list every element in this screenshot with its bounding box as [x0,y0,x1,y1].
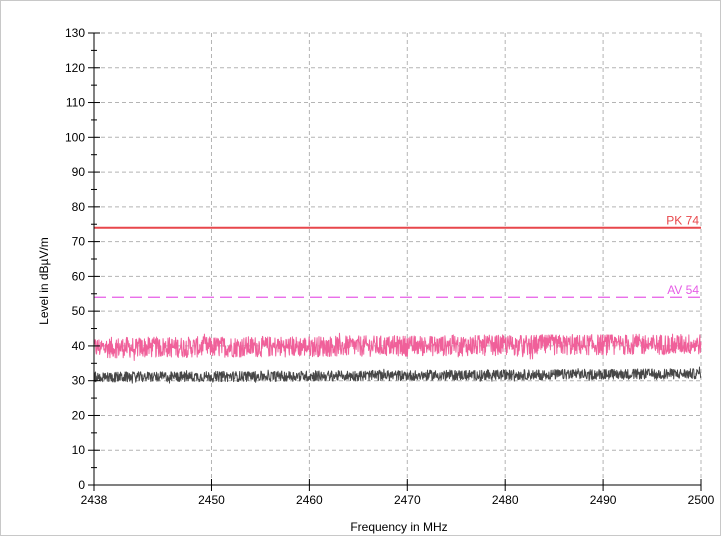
y-tick-label: 10 [72,443,86,457]
limit-label-pk: PK 74 [666,214,699,228]
y-tick-label: 60 [72,269,86,283]
limit-lines: PK 74 AV 54 [94,214,701,298]
x-tick-label: 2470 [394,493,421,507]
y-tick-label: 110 [66,96,85,110]
series-group [93,332,702,384]
x-axis-label: Frequency in MHz [350,520,447,534]
axes [88,32,702,491]
y-tick-label: 120 [65,61,85,75]
y-tick-label: 20 [72,408,86,422]
y-tick-label: 0 [78,478,85,492]
y-tick-label: 30 [72,374,86,388]
y-axis-label: Level in dBµV/m [37,237,51,325]
y-tick-label: 50 [72,304,86,318]
x-tick-label: 2500 [688,493,715,507]
x-tick-label: 2460 [296,493,323,507]
series-peak-trace [93,332,702,361]
grid [94,32,702,485]
y-tick-label: 100 [65,130,85,144]
x-tick-label: 2480 [492,493,519,507]
x-tick-label: 2438 [81,493,108,507]
x-tick-label: 2490 [590,493,617,507]
y-tick-label: 80 [72,200,86,214]
series-average-trace [93,366,702,384]
y-tick-label: 70 [72,235,86,249]
y-tick-label: 40 [72,339,86,353]
y-tick-label: 90 [72,165,86,179]
x-tick-label: 2450 [198,493,225,507]
limit-label-av: AV 54 [667,283,699,297]
y-tick-label: 130 [65,26,85,40]
tick-labels: 0 10 20 30 40 50 60 70 80 90 100 110 120 130 2438 2450 2… [65,26,715,507]
